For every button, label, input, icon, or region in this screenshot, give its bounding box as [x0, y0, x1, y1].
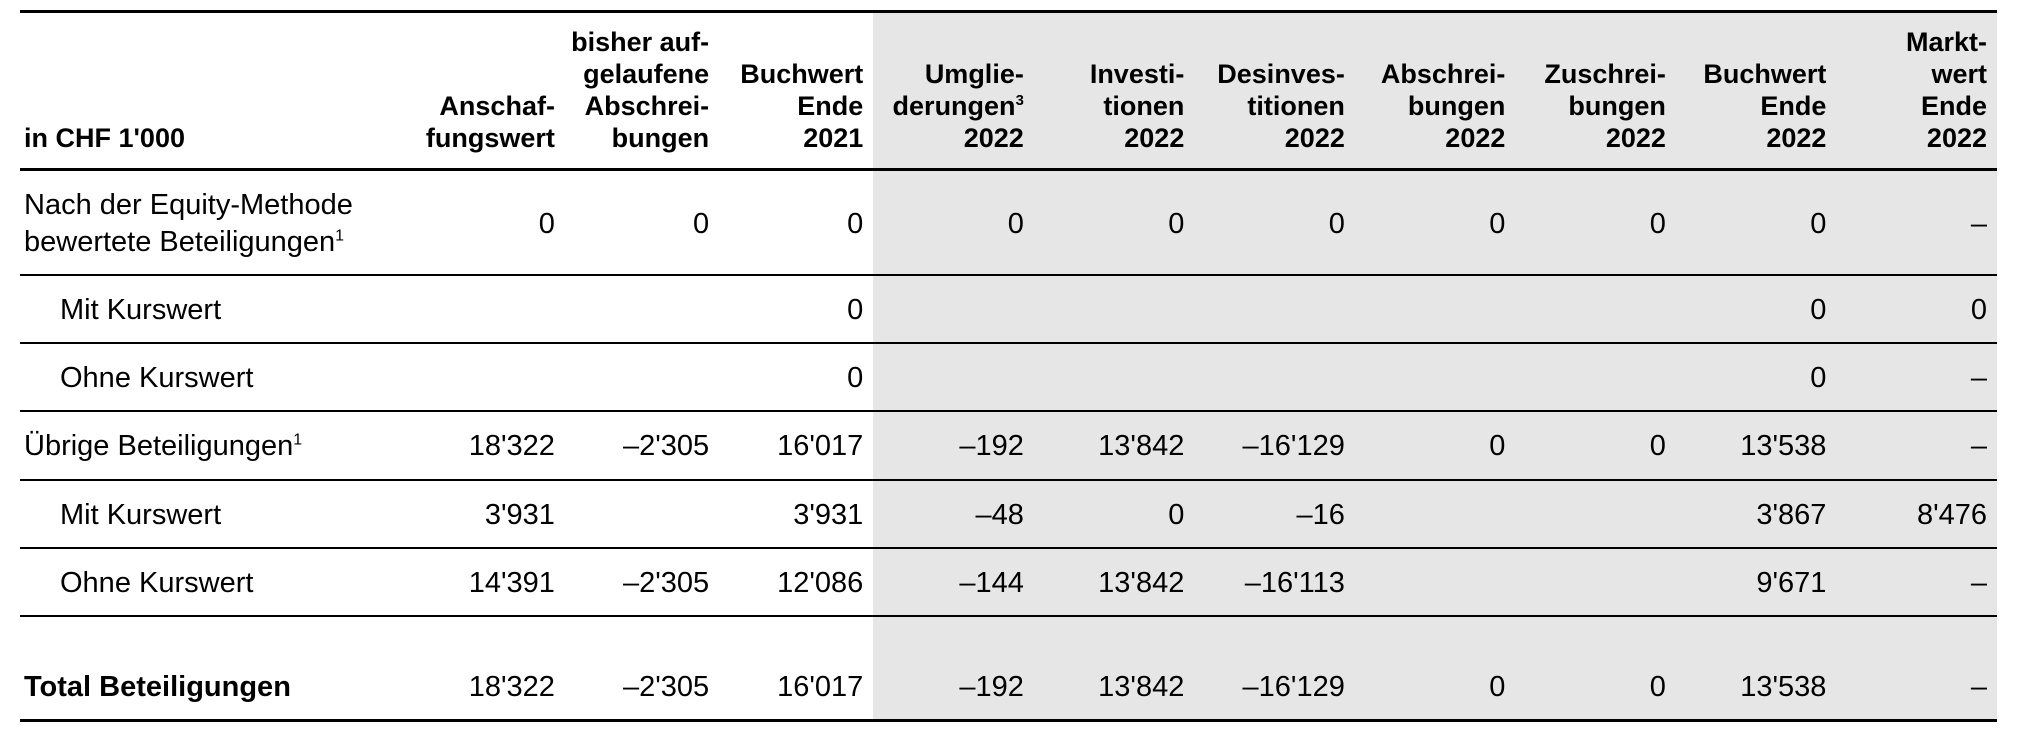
table-row-5-cell-5: –16'113 [1194, 548, 1355, 616]
table-row-5-cell-2: 12'086 [719, 548, 873, 616]
table-row-5-cell-8: 9'671 [1676, 548, 1837, 616]
table-row-1-cell-7 [1515, 275, 1676, 343]
total-row-cell-7: 0 [1515, 653, 1676, 721]
table-row-0-cell-7: 0 [1515, 170, 1676, 275]
header-col-2: BuchwertEnde2021 [719, 12, 873, 170]
table-row-1-cell-5 [1194, 275, 1355, 343]
table-row-2-cell-7 [1515, 343, 1676, 411]
table-row-4-cell-8: 3'867 [1676, 480, 1837, 548]
table-row-4-cell-1 [565, 480, 719, 548]
table-row-5-cell-3: –144 [873, 548, 1034, 616]
total-row-cell-0: 18'322 [411, 653, 565, 721]
table-row-2-label: Ohne Kurswert [20, 343, 411, 411]
header-row: in CHF 1'000 Anschaf-fungswert bisher au… [20, 12, 1997, 170]
total-row-cell-4: 13'842 [1034, 653, 1195, 721]
table-row-3-label: Übrige Beteiligungen1 [20, 411, 411, 479]
table-row-0-cell-0: 0 [411, 170, 565, 275]
header-col-5: Desinves-titionen2022 [1194, 12, 1355, 170]
table-row-0-cell-2: 0 [719, 170, 873, 275]
table-row-3-cell-5: –16'129 [1194, 411, 1355, 479]
table-row-1-cell-4 [1034, 275, 1195, 343]
table-row-3-cell-2: 16'017 [719, 411, 873, 479]
table-row-1-label: Mit Kurswert [20, 275, 411, 343]
table-row-0-cell-5: 0 [1194, 170, 1355, 275]
table-row-1-cell-0 [411, 275, 565, 343]
table-row-5-cell-9: – [1836, 548, 1997, 616]
table-row-5-cell-6 [1355, 548, 1516, 616]
table-row-2-cell-2: 0 [719, 343, 873, 411]
table-row-0-cell-8: 0 [1676, 170, 1837, 275]
header-col-9: Markt-wertEnde2022 [1836, 12, 1997, 170]
table-row-3-cell-9: – [1836, 411, 1997, 479]
table-row-1-cell-9: 0 [1836, 275, 1997, 343]
table-row-3: Übrige Beteiligungen118'322–2'30516'017–… [20, 411, 1997, 479]
header-col-0: Anschaf-fungswert [411, 12, 565, 170]
table-row-1: Mit Kurswert000 [20, 275, 1997, 343]
total-row-cell-8: 13'538 [1676, 653, 1837, 721]
table-row-1-cell-1 [565, 275, 719, 343]
total-row-cell-9: – [1836, 653, 1997, 721]
table-row-5: Ohne Kurswert14'391–2'30512'086–14413'84… [20, 548, 1997, 616]
table-row-2-cell-8: 0 [1676, 343, 1837, 411]
table-row-1-cell-8: 0 [1676, 275, 1837, 343]
header-col-4: Investi-tionen2022 [1034, 12, 1195, 170]
table-row-2-cell-6 [1355, 343, 1516, 411]
table-row-2-cell-0 [411, 343, 565, 411]
total-row-cell-1: –2'305 [565, 653, 719, 721]
table-row-4-cell-7 [1515, 480, 1676, 548]
header-col-6: Abschrei-bungen2022 [1355, 12, 1516, 170]
table-row-4-cell-9: 8'476 [1836, 480, 1997, 548]
table-row-0-cell-3: 0 [873, 170, 1034, 275]
table-row-3-cell-1: –2'305 [565, 411, 719, 479]
total-row-label: Total Beteiligungen [20, 653, 411, 721]
table-row-5-cell-7 [1515, 548, 1676, 616]
table-row-0: Nach der Equity-Methodebewertete Beteili… [20, 170, 1997, 275]
table-row-0-cell-1: 0 [565, 170, 719, 275]
table-row-1-cell-2: 0 [719, 275, 873, 343]
table-row-4-cell-5: –16 [1194, 480, 1355, 548]
table-row-2-cell-9: – [1836, 343, 1997, 411]
header-col-7: Zuschrei-bungen2022 [1515, 12, 1676, 170]
total-row-cell-6: 0 [1355, 653, 1516, 721]
header-col-8: BuchwertEnde2022 [1676, 12, 1837, 170]
table-row-0-label: Nach der Equity-Methodebewertete Beteili… [20, 170, 411, 275]
table-row-5-cell-1: –2'305 [565, 548, 719, 616]
table-row-3-cell-0: 18'322 [411, 411, 565, 479]
table-row-1-cell-6 [1355, 275, 1516, 343]
table-row-4-cell-2: 3'931 [719, 480, 873, 548]
table-row-5-label: Ohne Kurswert [20, 548, 411, 616]
table-row-5-cell-0: 14'391 [411, 548, 565, 616]
table-row-5-cell-4: 13'842 [1034, 548, 1195, 616]
total-row: Total Beteiligungen18'322–2'30516'017–19… [20, 653, 1997, 721]
table-row-4-cell-4: 0 [1034, 480, 1195, 548]
header-col-1: bisher auf-gelaufeneAbschrei-bungen [565, 12, 719, 170]
table-row-3-cell-3: –192 [873, 411, 1034, 479]
table-row-4: Mit Kurswert3'9313'931–480–163'8678'476 [20, 480, 1997, 548]
table-row-2-cell-5 [1194, 343, 1355, 411]
total-row-cell-3: –192 [873, 653, 1034, 721]
table-row-2-cell-4 [1034, 343, 1195, 411]
table-row-1-cell-3 [873, 275, 1034, 343]
table-row-4-cell-3: –48 [873, 480, 1034, 548]
table-container: in CHF 1'000 Anschaf-fungswert bisher au… [0, 0, 2017, 742]
table-row-3-cell-6: 0 [1355, 411, 1516, 479]
table-row-0-cell-6: 0 [1355, 170, 1516, 275]
table-row-4-cell-0: 3'931 [411, 480, 565, 548]
total-row-cell-5: –16'129 [1194, 653, 1355, 721]
header-col-3: Umglie-derungen32022 [873, 12, 1034, 170]
table-row-3-cell-7: 0 [1515, 411, 1676, 479]
table-row-0-cell-4: 0 [1034, 170, 1195, 275]
table-row-2-cell-3 [873, 343, 1034, 411]
table-row-3-cell-8: 13'538 [1676, 411, 1837, 479]
financial-table: in CHF 1'000 Anschaf-fungswert bisher au… [20, 10, 1997, 722]
table-row-2-cell-1 [565, 343, 719, 411]
table-row-2: Ohne Kurswert00– [20, 343, 1997, 411]
table-row-4-cell-6 [1355, 480, 1516, 548]
table-row-3-cell-4: 13'842 [1034, 411, 1195, 479]
table-row-0-cell-9: – [1836, 170, 1997, 275]
header-rowlabel: in CHF 1'000 [20, 12, 411, 170]
total-row-cell-2: 16'017 [719, 653, 873, 721]
table-row-4-label: Mit Kurswert [20, 480, 411, 548]
spacer-row [20, 616, 1997, 653]
